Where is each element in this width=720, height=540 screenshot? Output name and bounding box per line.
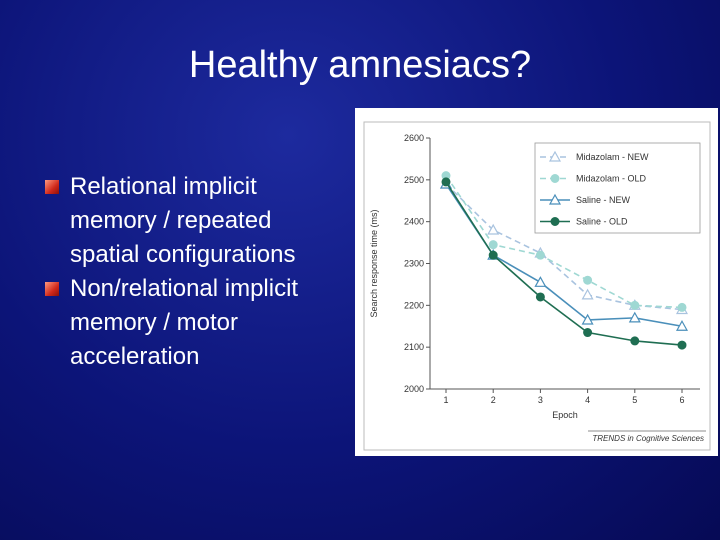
bullet-marker (45, 282, 59, 296)
data-point (583, 328, 593, 338)
data-point (677, 340, 687, 350)
legend-label: Saline - OLD (576, 217, 628, 227)
source-note: TRENDS in Cognitive Sciences (592, 434, 704, 443)
y-axis-label: Search response time (ms) (369, 209, 379, 317)
x-tick-label: 4 (585, 395, 590, 405)
bullet-line: acceleration (70, 343, 200, 370)
data-point (630, 336, 640, 346)
y-tick-label: 2300 (404, 259, 424, 269)
y-tick-label: 2500 (404, 175, 424, 185)
x-axis-label: Epoch (552, 410, 578, 420)
data-point (581, 288, 594, 300)
chart-frame (363, 121, 711, 451)
bullet-text: Non/relational implicit memory / motor acc… (70, 272, 298, 374)
x-tick-label: 1 (443, 395, 448, 405)
x-tick-label: 5 (632, 395, 637, 405)
bullet-line: Relational implicit (70, 173, 257, 200)
series-line (445, 183, 683, 311)
legend-marker (550, 174, 560, 183)
bullet-text: Relational implicit memory / repeated spat… (70, 170, 295, 272)
y-tick-label: 2200 (404, 300, 424, 310)
data-point (675, 320, 689, 331)
data-point (535, 250, 545, 260)
bullet: Non/relational implicit memory / motor acc… (45, 272, 298, 374)
legend-box (534, 142, 701, 234)
data-point (488, 250, 498, 260)
legend-label: Saline - NEW (576, 195, 631, 205)
legend-marker (548, 193, 562, 205)
data-point (488, 240, 498, 250)
data-point (581, 313, 594, 325)
bullet: Relational implicit memory / repeated spat… (45, 170, 295, 272)
slide-title: Healthy amnesiacs? (188, 44, 532, 86)
bullet-line: memory / motor (70, 309, 239, 336)
legend-label: Midazolam - OLD (576, 174, 647, 184)
data-point (534, 276, 547, 287)
legend-label: Midazolam - NEW (576, 152, 649, 162)
data-point (487, 223, 500, 235)
data-point (441, 177, 451, 187)
data-point (535, 292, 545, 302)
y-tick-label: 2600 (404, 133, 424, 143)
bullet-marker (45, 180, 59, 194)
data-point (583, 275, 593, 285)
data-point (677, 302, 687, 312)
y-tick-label: 2100 (404, 342, 424, 352)
bullet-line: Non/relational implicit (70, 275, 299, 302)
bullet-line: memory / repeated (70, 207, 272, 234)
x-tick-label: 3 (538, 395, 543, 405)
series-line (445, 181, 683, 346)
legend-marker (548, 150, 562, 162)
y-tick-label: 2000 (404, 384, 424, 394)
bullet-line: spatial configurations (70, 241, 296, 268)
data-point (628, 311, 641, 323)
y-tick-label: 2400 (404, 217, 424, 227)
x-tick-label: 2 (491, 395, 496, 405)
data-point (630, 300, 640, 310)
x-tick-label: 6 (679, 395, 684, 405)
legend-marker (550, 217, 560, 226)
